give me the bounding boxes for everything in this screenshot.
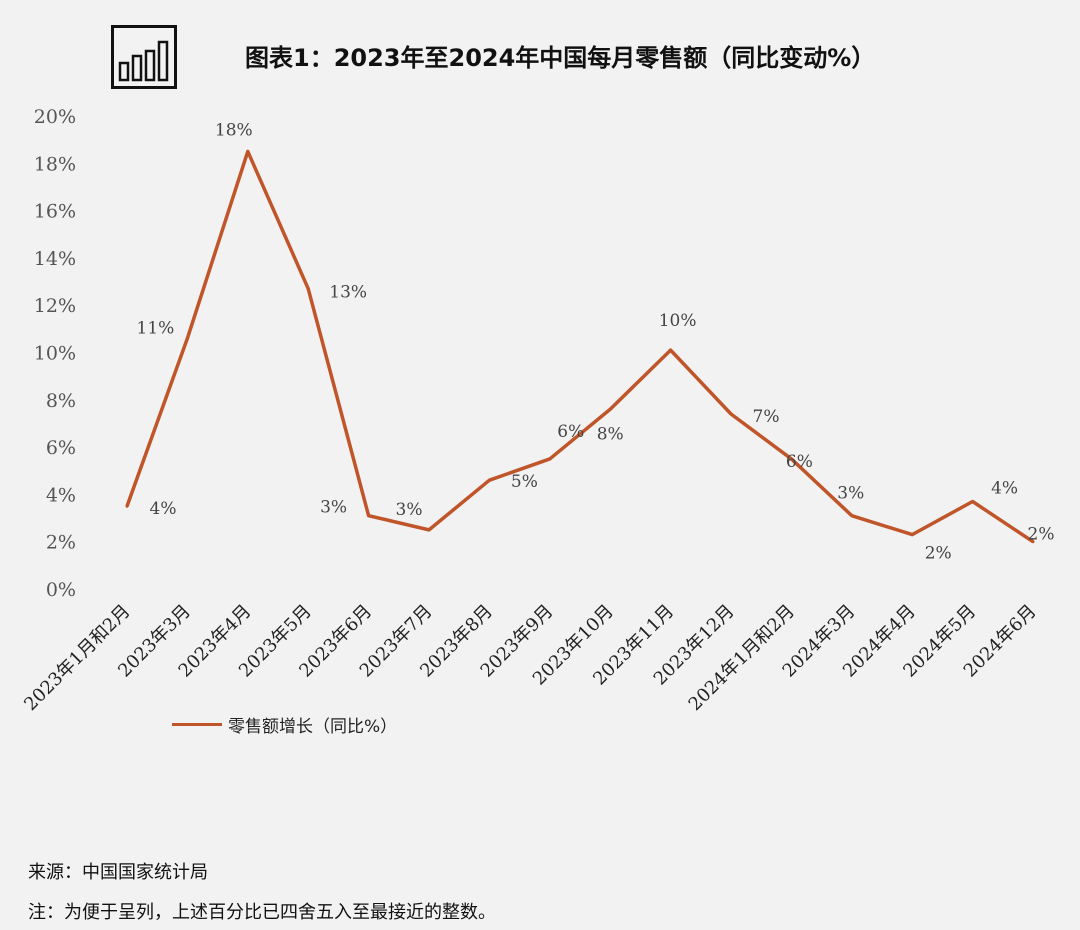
data-label: 3%: [396, 500, 423, 520]
data-point: [729, 412, 733, 416]
y-tick-label: 20%: [34, 106, 76, 128]
y-tick-label: 12%: [34, 295, 76, 317]
data-point: [669, 348, 673, 352]
data-point: [246, 149, 250, 153]
data-point: [910, 533, 914, 537]
y-tick-label: 0%: [46, 579, 76, 601]
bar-chart-icon: [111, 25, 177, 89]
data-point: [608, 407, 612, 411]
x-tick-label: 2024年1月和2月: [685, 601, 799, 715]
legend: 零售额增长（同比%）: [172, 712, 397, 737]
data-label: 6%: [786, 452, 813, 472]
data-point: [427, 528, 431, 532]
footnote: 注：为便于呈列，上述百分比已四舍五入至最接近的整数。: [28, 902, 496, 923]
data-point: [185, 336, 189, 340]
data-point: [487, 478, 491, 482]
data-label: 8%: [597, 424, 624, 444]
data-label: 3%: [837, 484, 864, 504]
y-tick-label: 18%: [34, 153, 76, 175]
data-point: [1031, 540, 1035, 544]
y-tick-label: 10%: [34, 343, 76, 365]
series-line: [125, 149, 1034, 544]
data-point: [850, 514, 854, 518]
data-label: 2%: [925, 544, 952, 564]
data-point: [367, 514, 371, 518]
y-tick-label: 4%: [46, 484, 76, 506]
data-label: 2%: [1028, 525, 1055, 545]
data-point: [125, 504, 129, 508]
data-label: 13%: [329, 283, 367, 303]
x-tick-label: 2023年1月和2月: [20, 601, 134, 715]
data-point: [548, 457, 552, 461]
data-point: [789, 457, 793, 461]
y-tick-label: 8%: [46, 390, 76, 412]
legend-swatch: [172, 723, 222, 726]
data-label: 4%: [150, 499, 177, 519]
data-label: 11%: [137, 318, 175, 338]
y-tick-label: 16%: [34, 201, 76, 223]
data-label: 6%: [557, 422, 584, 442]
data-label: 18%: [215, 120, 253, 140]
data-label: 4%: [991, 478, 1018, 498]
legend-label: 零售额增长（同比%）: [228, 717, 398, 737]
data-label: 7%: [753, 407, 780, 427]
y-tick-label: 6%: [46, 437, 76, 459]
y-tick-label: 14%: [34, 248, 76, 270]
source-note: 来源：中国国家统计局: [28, 862, 208, 883]
data-label: 5%: [511, 472, 538, 492]
data-point: [306, 287, 310, 291]
y-tick-label: 2%: [46, 532, 76, 554]
data-point: [971, 499, 975, 503]
data-label: 10%: [659, 311, 697, 331]
chart-title: 图表1：2023年至2024年中国每月零售额（同比变动%）: [245, 44, 876, 72]
data-label: 3%: [320, 498, 347, 518]
